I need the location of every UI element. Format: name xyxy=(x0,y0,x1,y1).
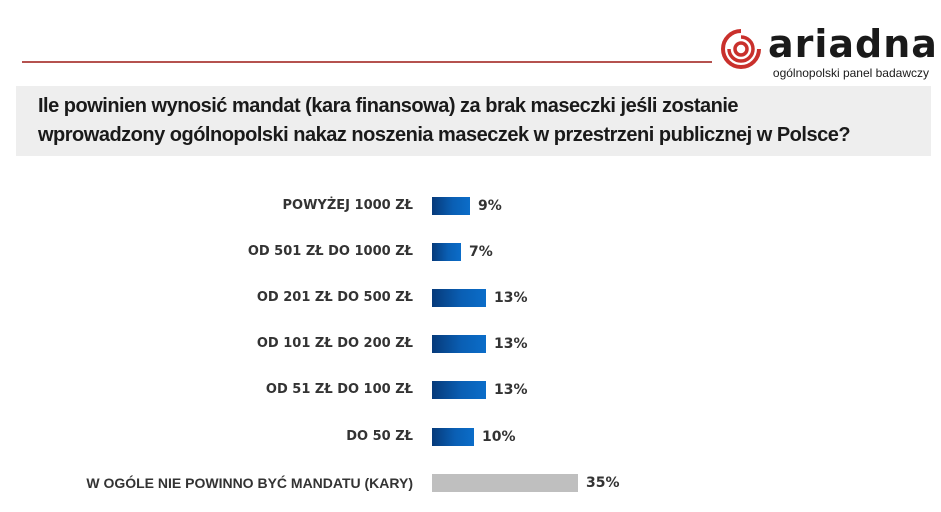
data-bar xyxy=(432,335,486,353)
brand-tagline: ogólnopolski panel badawczy xyxy=(772,66,929,80)
data-bar xyxy=(432,428,474,446)
question-text: Ile powinien wynosić mandat (kara finans… xyxy=(38,92,928,150)
question-line-1: Ile powinien wynosić mandat (kara finans… xyxy=(38,95,739,117)
brand-name: ariadna xyxy=(768,22,938,66)
spiral-circle-icon xyxy=(721,29,761,69)
chart-row: W OGÓLE NIE POWINNO BYĆ MANDATU (KARY) 35… xyxy=(0,472,941,494)
chart-row: DO 50 ZŁ 10% xyxy=(0,426,941,448)
ariadna-logo: ariadna ogólnopolski panel badawczy xyxy=(720,22,937,80)
data-bar xyxy=(432,243,461,261)
data-bar xyxy=(432,197,470,215)
value-label: 9% xyxy=(478,198,502,214)
category-label: W OGÓLE NIE POWINNO BYĆ MANDATU (KARY) xyxy=(86,475,413,491)
data-bar xyxy=(432,289,486,307)
bar-chart: POWYŻEJ 1000 ZŁ 9% OD 501 ZŁ DO 1000 ZŁ 7% O… xyxy=(0,186,941,506)
category-label: OD 501 ZŁ DO 1000 ZŁ xyxy=(247,244,413,259)
question-banner: Ile powinien wynosić mandat (kara finans… xyxy=(16,86,931,156)
chart-row: OD 201 ZŁ DO 500 ZŁ 13% xyxy=(0,287,941,309)
value-label: 13% xyxy=(494,336,528,352)
category-label: OD 51 ZŁ DO 100 ZŁ xyxy=(265,382,413,397)
chart-row: OD 501 ZŁ DO 1000 ZŁ 7% xyxy=(0,241,941,263)
value-label: 13% xyxy=(494,290,528,306)
value-label: 35% xyxy=(586,475,620,491)
category-label: OD 201 ZŁ DO 500 ZŁ xyxy=(256,290,413,305)
chart-row: OD 51 ZŁ DO 100 ZŁ 13% xyxy=(0,379,941,401)
header-rule xyxy=(22,61,712,63)
category-label: OD 101 ZŁ DO 200 ZŁ xyxy=(256,336,413,351)
chart-row: POWYŻEJ 1000 ZŁ 9% xyxy=(0,195,941,217)
value-label: 13% xyxy=(494,382,528,398)
data-bar xyxy=(432,381,486,399)
category-label: POWYŻEJ 1000 ZŁ xyxy=(282,198,413,213)
value-label: 7% xyxy=(469,244,493,260)
value-label: 10% xyxy=(482,429,516,445)
category-label: DO 50 ZŁ xyxy=(346,429,413,444)
question-line-2: wprowadzony ogólnopolski nakaz noszenia … xyxy=(38,124,851,146)
data-bar xyxy=(432,474,578,492)
chart-row: OD 101 ZŁ DO 200 ZŁ 13% xyxy=(0,333,941,355)
